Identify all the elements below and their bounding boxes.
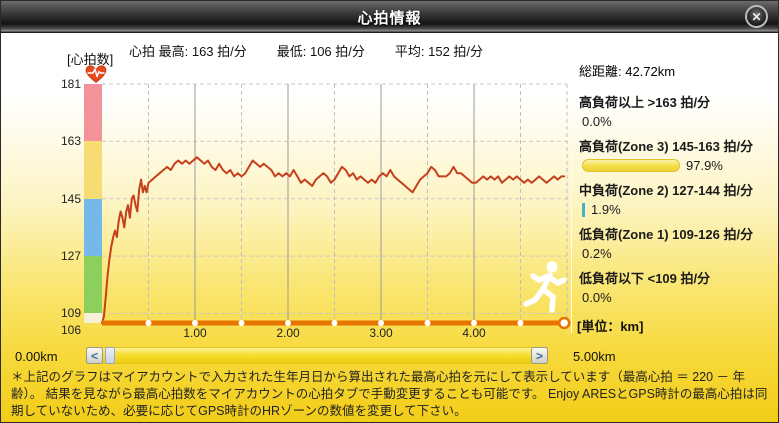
- zone-band-segment: [84, 141, 102, 199]
- zone-title: 高負荷以上 >163 拍/分: [579, 95, 711, 110]
- hr-stats-row: 心拍 最高: 163 拍/分 最低: 106 拍/分 平均: 152 拍/分: [129, 41, 513, 60]
- zone-entry: 高負荷(Zone 3) 145-163 拍/分 97.9%: [579, 138, 775, 173]
- x-tick-label: 2.00: [276, 326, 300, 340]
- dialog-content: 心拍 最高: 163 拍/分 最低: 106 拍/分 平均: 152 拍/分 [心拍…: [1, 33, 778, 422]
- hr-max-stat: 心拍 最高: 163 拍/分: [129, 44, 247, 59]
- zone-band-segment: [84, 256, 102, 314]
- scroll-end-label: 5.00km: [573, 349, 616, 364]
- zone-title: 中負荷(Zone 2) 127-144 拍/分: [579, 183, 754, 198]
- hr-min-stat: 最低: 106 拍/分: [276, 44, 365, 59]
- zone-title: 高負荷(Zone 3) 145-163 拍/分: [579, 139, 754, 154]
- zone-percent: 1.9%: [591, 202, 621, 217]
- zone-percent-row: 0.0%: [579, 290, 775, 305]
- zone-entry: 低負荷(Zone 1) 109-126 拍/分 0.2%: [579, 226, 775, 261]
- zone-bar: [582, 202, 585, 217]
- zone-percent: 0.0%: [582, 290, 612, 305]
- zone-percent-row: 1.9%: [579, 202, 775, 217]
- footer-note: ＊上記のグラフはマイアカウントで入力された生年月日から算出された最高心拍を元にし…: [11, 370, 768, 418]
- scrollbar-track[interactable]: [86, 347, 548, 364]
- unit-label: [単位：km]: [577, 319, 644, 334]
- zone-percent: 0.0%: [582, 114, 612, 129]
- zone-title: 低負荷以下 <109 拍/分: [579, 271, 711, 286]
- runner-icon: [523, 261, 567, 313]
- y-tick-label: 106: [60, 323, 81, 337]
- y-tick-label: 127: [60, 249, 81, 264]
- title-bar: 心拍情報 ✕: [1, 1, 778, 33]
- zone-percent-row: 0.2%: [579, 246, 775, 261]
- zone-entry: 高負荷以上 >163 拍/分 0.0%: [579, 94, 775, 129]
- y-tick-label: 145: [60, 191, 81, 206]
- zone-summary-panel: 総距離: 42.72km 高負荷以上 >163 拍/分 0.0% 高負荷(Zone …: [579, 61, 775, 314]
- y-axis-title: [心拍数]: [67, 52, 114, 67]
- heart-pulse-icon: [85, 65, 107, 84]
- zone-list: 高負荷以上 >163 拍/分 0.0% 高負荷(Zone 3) 145-163 拍/…: [579, 94, 775, 305]
- zone-bar: [582, 159, 680, 172]
- panel-separator: [571, 61, 572, 333]
- zone-entry: 低負荷以下 <109 拍/分 0.0%: [579, 270, 775, 305]
- scroll-start-label: 0.00km: [15, 349, 58, 364]
- zone-band-segment: [84, 313, 102, 323]
- scrollbar-thumb[interactable]: [105, 347, 115, 364]
- zone-entry: 中負荷(Zone 2) 127-144 拍/分 1.9%: [579, 182, 775, 217]
- zone-percent: 0.2%: [582, 246, 612, 261]
- zone-title: 低負荷(Zone 1) 109-126 拍/分: [579, 227, 754, 242]
- scroll-right-arrow-icon[interactable]: >: [531, 347, 548, 364]
- x-tick-label: 3.00: [369, 326, 393, 340]
- zone-band-segment: [84, 198, 102, 257]
- total-distance: 総距離: 42.72km: [579, 64, 676, 79]
- hr-avg-stat: 平均: 152 拍/分: [394, 44, 484, 59]
- zone-percent: 97.9%: [686, 158, 723, 173]
- distance-scrollbar-row: 0.00km < > 5.00km: [1, 347, 778, 367]
- zone-percent-row: 97.9%: [579, 158, 775, 173]
- y-tick-label: 109: [60, 306, 81, 321]
- zone-band-segment: [84, 84, 102, 142]
- close-icon[interactable]: ✕: [745, 5, 768, 28]
- x-tick-label: 1.00: [183, 326, 207, 340]
- y-tick-label: 181: [60, 77, 81, 91]
- dialog-title: 心拍情報: [357, 9, 422, 27]
- x-tick-label: 4.00: [462, 326, 486, 340]
- zone-percent-row: 0.0%: [579, 114, 775, 129]
- y-tick-label: 163: [60, 134, 81, 149]
- scroll-left-arrow-icon[interactable]: <: [86, 347, 103, 364]
